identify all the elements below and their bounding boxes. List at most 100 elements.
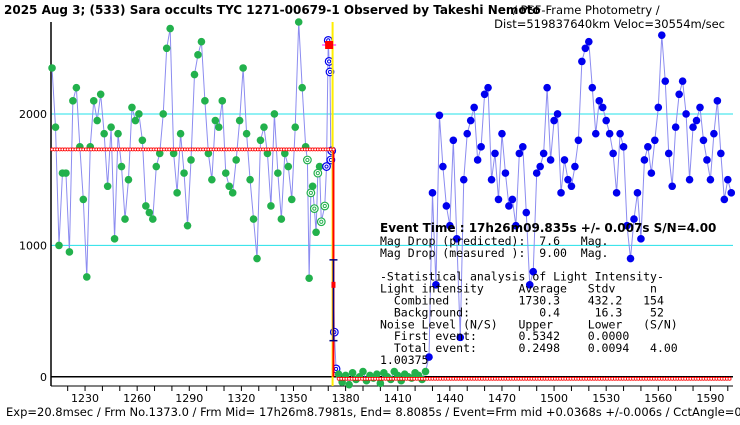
data-point-post-event: [675, 90, 683, 99]
data-point-post-event: [557, 189, 565, 197]
data-point-post-event: [567, 182, 576, 191]
data-point-post-event: [602, 116, 610, 125]
data-point-pre-event: [135, 110, 143, 118]
data-point-pre-event: [162, 44, 171, 53]
data-point-pre-event: [103, 182, 112, 191]
data-point-post-event: [439, 162, 447, 171]
data-point-pre-event: [211, 116, 220, 125]
data-point-pre-event: [138, 136, 147, 145]
data-point-occulted: [376, 379, 385, 388]
data-point-post-event: [630, 215, 638, 223]
data-point-pre-event: [180, 169, 188, 177]
x-tick-label: 1260: [123, 392, 151, 405]
event-time: Event Time : 17h26m09.835s +/- 0.007s S/…: [380, 221, 716, 235]
chart-subtitle: / PSF-Frame Photometry /: [513, 3, 660, 17]
model-point: [727, 376, 732, 381]
data-point-post-event: [585, 37, 593, 46]
data-point-pre-event: [62, 169, 70, 177]
data-point-post-event: [581, 44, 590, 53]
data-point-pre-event: [100, 129, 108, 138]
data-point-post-event: [637, 235, 645, 243]
data-point-post-event: [647, 169, 656, 177]
data-point-post-event: [487, 175, 496, 184]
data-point-pre-event: [256, 136, 265, 145]
data-point-post-event: [689, 123, 697, 131]
x-tick-label: 1290: [175, 392, 203, 405]
data-point-pre-event: [235, 116, 244, 125]
data-point-pre-event: [225, 182, 234, 191]
data-point-pre-event: [159, 110, 168, 118]
data-point-pre-event: [312, 228, 320, 237]
y-tick-label: 0: [40, 371, 47, 384]
data-point-pre-event: [148, 215, 157, 223]
data-point-pre-event-fit: [309, 204, 319, 213]
stats-line: -Statistical analysis of Light Intensity…: [380, 270, 664, 284]
data-point-post-event: [699, 136, 708, 145]
data-point-pre-event: [274, 169, 282, 177]
data-point-pre-event: [48, 64, 56, 72]
data-point-post-event: [696, 103, 704, 112]
marker-ring: [316, 217, 326, 227]
data-point-pre-event: [197, 37, 206, 46]
data-point-post-event: [505, 202, 513, 210]
data-point-post-event: [588, 83, 597, 92]
data-point-post-event: [564, 175, 572, 184]
data-point-post-event: [466, 116, 475, 125]
data-point-pre-event: [190, 70, 199, 79]
data-point-pre-event-fit: [320, 201, 330, 211]
data-point-pre-event: [187, 156, 195, 164]
data-point-post-event: [678, 77, 687, 85]
data-point-pre-event: [291, 123, 300, 131]
data-point-pre-event: [194, 51, 202, 59]
data-point-post-event: [619, 143, 628, 151]
data-point-pre-event: [287, 195, 296, 204]
data-point-pre-event-fit: [303, 155, 312, 165]
data-point-post-event: [578, 57, 586, 66]
data-point-post-event: [723, 175, 732, 184]
marker-core: [319, 219, 324, 224]
data-point-post-event: [692, 116, 701, 125]
x-tick-label: 1470: [488, 392, 516, 405]
stats-line: First event: 0.5342 0.0000: [380, 329, 629, 343]
data-point-post-event: [644, 143, 652, 151]
data-point-post-event: [571, 162, 579, 171]
data-point-post-event: [651, 136, 659, 145]
data-point-pre-event: [246, 175, 254, 184]
data-point-post-event: [484, 83, 492, 92]
data-point-pre-event: [215, 123, 223, 131]
data-point-pre-event: [114, 129, 122, 138]
data-point-pre-event: [305, 274, 313, 283]
data-point-pre-event: [221, 169, 230, 177]
data-point-pre-event: [270, 110, 279, 118]
data-point-pre-event: [107, 123, 115, 131]
data-point-occulted: [359, 367, 367, 376]
data-point-post-event: [595, 97, 604, 105]
data-point-post-event: [671, 123, 680, 131]
data-point-pre-event: [117, 162, 126, 171]
data-point-post-event: [442, 202, 451, 210]
peak-marker: [325, 40, 334, 49]
data-point-post-event: [713, 97, 722, 105]
data-point-pre-event: [242, 129, 251, 138]
data-point-pre-event: [239, 64, 247, 72]
data-point-post-event: [501, 169, 510, 177]
data-point-pre-event: [128, 103, 136, 112]
x-tick-label: 1320: [227, 392, 255, 405]
data-point-pre-event: [173, 189, 181, 197]
data-point-post-event: [480, 90, 489, 99]
data-point-pre-event: [277, 215, 286, 223]
data-point-pre-event: [263, 149, 272, 158]
data-point-post-event: [661, 77, 670, 85]
data-point-pre-event: [93, 116, 102, 125]
marker-core: [327, 59, 332, 64]
data-point-pre-event: [145, 208, 154, 217]
data-point-pre-event: [169, 149, 178, 158]
data-point-post-event: [657, 31, 666, 39]
marker-core: [324, 164, 329, 169]
data-point-post-event: [539, 149, 548, 158]
data-point-occulted: [421, 367, 430, 376]
data-point-post-event: [543, 83, 551, 92]
data-point-post-event: [532, 169, 541, 177]
data-point-pre-event: [218, 97, 227, 105]
